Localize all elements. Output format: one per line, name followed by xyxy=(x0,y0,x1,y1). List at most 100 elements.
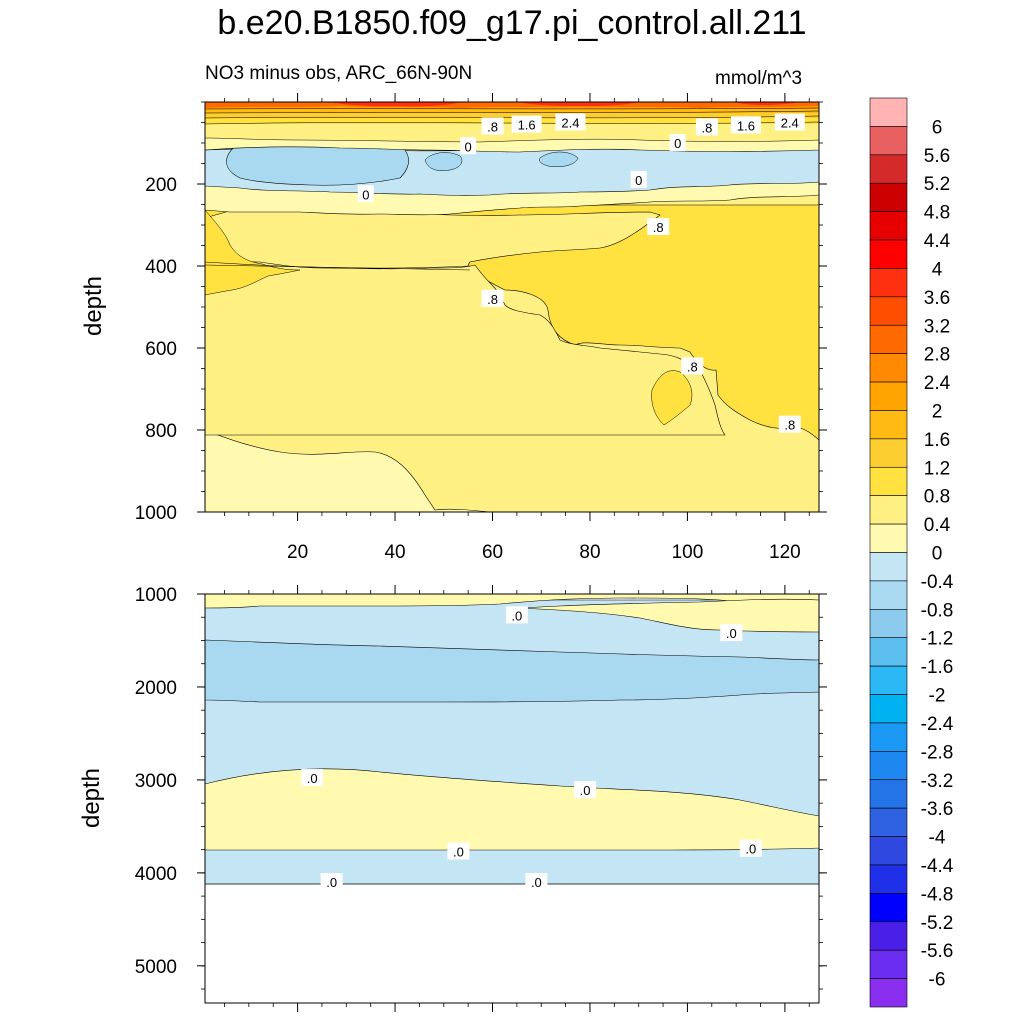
contour-label-box xyxy=(681,357,704,375)
upper-fill-deep-pale xyxy=(205,429,491,512)
contour-label: 0 xyxy=(635,173,642,188)
upper-fill-blue-spot-right xyxy=(539,151,579,167)
contour-labels: .8 1.6 2.4 .8 1.6 2.4 0 0 0 0 .8 .8 .8 .8 .0 .0 .0 .0 .0 .0… xyxy=(301,113,805,891)
colorbar-swatch xyxy=(869,353,908,383)
colorbar-label: 4.8 xyxy=(924,203,950,224)
colorbar-swatch xyxy=(869,296,908,326)
contour-label: 2.4 xyxy=(561,116,579,131)
contour-label-box xyxy=(481,289,504,307)
contour-label: .8 xyxy=(487,120,498,135)
contour-label: 0 xyxy=(465,139,472,154)
contour-label: .0 xyxy=(307,771,318,786)
contour-label: .8 xyxy=(687,359,698,374)
colorbar-label: 3.6 xyxy=(924,288,950,309)
colorbar-label: -3.2 xyxy=(921,771,954,792)
contour-label-box xyxy=(301,769,324,787)
colorbar-label: 4.4 xyxy=(924,231,951,252)
x-tick-label: 80 xyxy=(579,542,600,563)
y-tick-label: 3000 xyxy=(135,771,177,792)
colorbar-label: -2.8 xyxy=(921,742,954,763)
contour-label-box xyxy=(481,117,504,135)
lower-axes: 1000 2000 3000 4000 5000 xyxy=(135,585,827,1012)
y-tick-label: 1000 xyxy=(135,585,177,606)
x-tick-label: 40 xyxy=(384,542,405,563)
colorbar-label: -5.6 xyxy=(921,941,954,962)
x-tick-label: 20 xyxy=(287,542,308,563)
colorbar-swatch xyxy=(869,438,908,468)
x-tick-label: 60 xyxy=(482,542,503,563)
colorbar-swatch xyxy=(869,949,908,979)
colorbar-swatch xyxy=(869,324,908,354)
colorbar-swatch xyxy=(869,466,908,496)
contour-label-box xyxy=(630,170,647,188)
colorbar-label: 2.4 xyxy=(924,373,951,394)
colorbar-label: 2 xyxy=(932,401,943,422)
colorbar-swatch xyxy=(869,751,908,781)
upper-contour-line xyxy=(205,264,471,271)
contour-label: .8 xyxy=(653,220,664,235)
contour-label-box xyxy=(357,185,374,203)
colorbar-label: 5.6 xyxy=(924,146,950,167)
contour-label: .0 xyxy=(453,844,464,859)
colorbar-swatch xyxy=(869,978,908,1008)
colorbar-label: -4.8 xyxy=(921,884,954,905)
contour-label-box xyxy=(669,134,686,151)
colorbar-swatch xyxy=(869,495,908,525)
colorbar-label: 4 xyxy=(932,259,943,280)
y-tick-label: 1000 xyxy=(135,503,177,524)
colorbar-label: 2.8 xyxy=(924,345,950,366)
contour-label: .0 xyxy=(326,875,337,890)
colorbar-label: -3.6 xyxy=(921,799,954,820)
x-tick-label: 120 xyxy=(769,542,801,563)
colorbar-swatch xyxy=(869,126,908,156)
colorbar-swatch xyxy=(869,154,908,184)
colorbar-label: 0.8 xyxy=(924,487,950,508)
colorbar-label: 1.6 xyxy=(924,430,950,451)
colorbar-swatch xyxy=(869,722,908,752)
colorbar-label: -0.8 xyxy=(921,600,954,621)
contour-label-box xyxy=(774,113,805,131)
chart-subtitle: NO3 minus obs, ARC_66N-90N xyxy=(205,63,473,84)
chart-title: b.e20.B1850.f09_g17.pi_control.all.211 xyxy=(217,4,807,42)
contour-label: 1.6 xyxy=(518,118,536,133)
colorbar-swatch xyxy=(869,779,908,809)
upper-axes: 200 400 600 800 1000 20 40 60 80 100 120 xyxy=(135,93,827,563)
colorbar-swatch xyxy=(869,97,908,127)
contour-label-box xyxy=(505,606,528,624)
y-tick-label: 400 xyxy=(145,257,177,278)
upper-panel-fills xyxy=(205,102,819,512)
colorbar-label: 0.4 xyxy=(924,515,951,536)
contour-label: 1.6 xyxy=(737,118,755,133)
colorbar-swatch xyxy=(869,836,908,866)
y-tick-label: 2000 xyxy=(135,678,177,699)
colorbar-swatch xyxy=(869,665,908,695)
lower-fill-darker-blue xyxy=(205,639,819,703)
contour-label-box xyxy=(320,873,343,891)
colorbar-label: 0 xyxy=(932,544,943,565)
y-tick-label: 200 xyxy=(145,175,177,196)
colorbar-swatch xyxy=(869,580,908,610)
contour-label-box xyxy=(730,116,761,134)
upper-fill-band-12 xyxy=(205,112,819,118)
colorbar-swatch xyxy=(869,637,908,667)
contour-label: .0 xyxy=(531,875,542,890)
contour-label-box xyxy=(555,113,586,131)
contour-label-box xyxy=(720,624,743,642)
colorbar-label: 6 xyxy=(932,117,943,138)
colorbar-label: -6 xyxy=(929,970,946,991)
colorbar-label: -2 xyxy=(929,686,946,707)
contour-label: .0 xyxy=(745,842,756,857)
contour-label-box xyxy=(647,218,670,236)
contour-label: .8 xyxy=(487,292,498,307)
contour-label-box xyxy=(778,415,801,433)
upper-fill-orange-island xyxy=(651,370,693,426)
colorbar-swatch xyxy=(869,609,908,639)
lower-fill-yellow-top xyxy=(205,594,819,609)
colorbar: 6 5.6 5.2 4.8 4.4 4 3.6 3.2 2.8 2.4 2 1.6 1.2 0.8 0.4 0… xyxy=(869,97,954,1008)
contour-label-box xyxy=(511,115,542,133)
colorbar-swatch xyxy=(869,807,908,837)
contour-label: 2.4 xyxy=(781,116,799,131)
contour-label: .0 xyxy=(726,626,737,641)
colorbar-label: -2.4 xyxy=(921,714,954,735)
y-tick-label: 800 xyxy=(145,421,177,442)
